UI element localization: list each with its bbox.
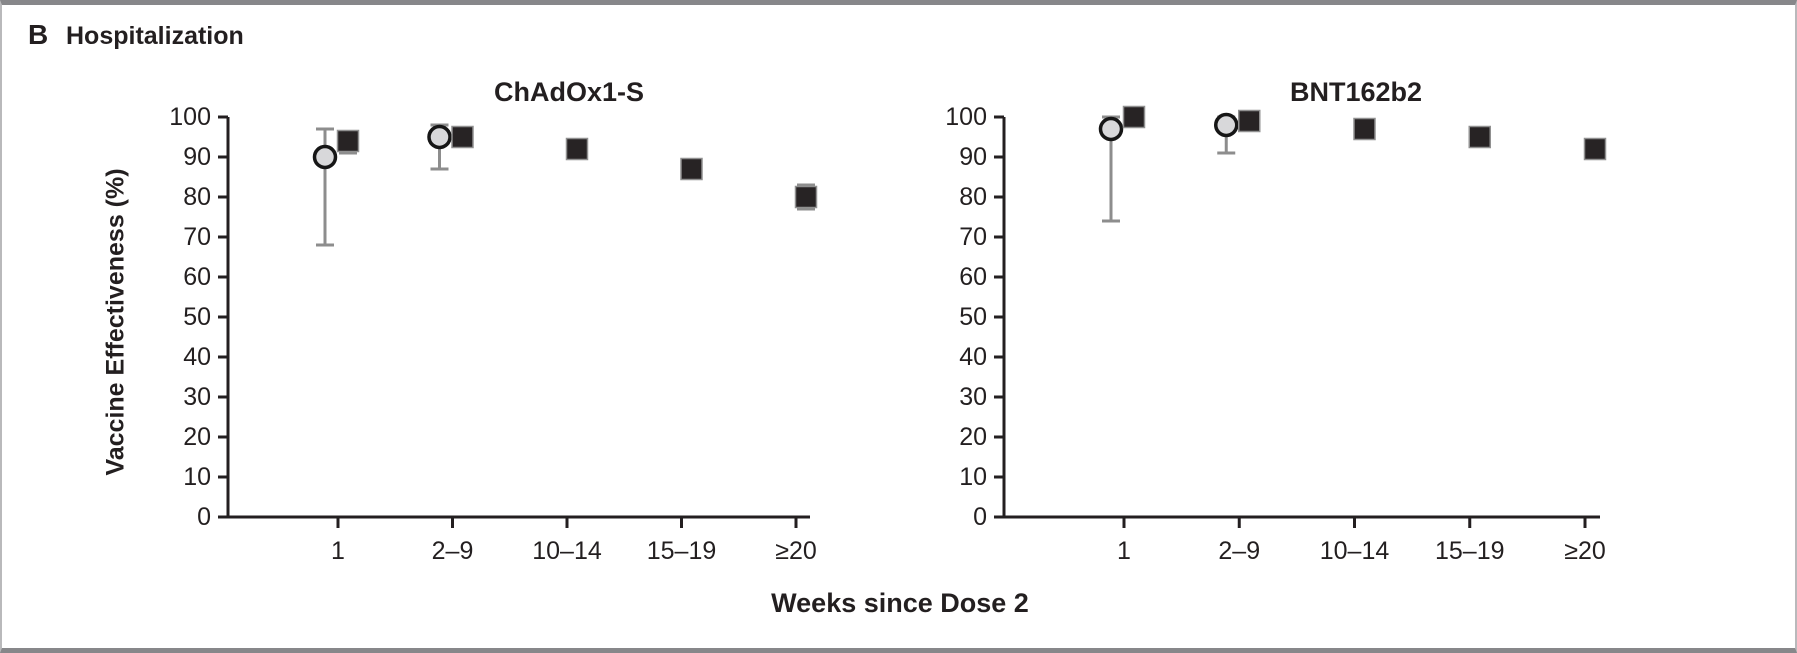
data-point-square (336, 129, 360, 153)
y-tick-label: 0 (197, 503, 211, 531)
x-tick-label: ≥20 (1564, 537, 1606, 565)
y-tick-label: 70 (959, 223, 987, 251)
data-point-square (1353, 117, 1376, 141)
x-tick-label: 2–9 (432, 537, 474, 565)
y-tick-label: 90 (183, 143, 211, 171)
x-tick-label: ≥20 (775, 537, 817, 565)
y-tick-label: 60 (183, 263, 211, 291)
y-tick-label: 30 (183, 383, 211, 411)
panel-title: Hospitalization (66, 22, 244, 50)
x-tick-label: 1 (1117, 537, 1131, 565)
y-tick-label: 20 (183, 423, 211, 451)
x-tick-label: 2–9 (1218, 537, 1260, 565)
y-tick-label: 100 (945, 103, 987, 131)
x-tick-label: 1 (331, 537, 345, 565)
panel-letter: B (28, 19, 49, 50)
x-tick-label: 15–19 (647, 537, 717, 565)
x-tick-label: 10–14 (532, 537, 602, 565)
data-point-square (451, 125, 474, 149)
y-tick-label: 50 (959, 303, 987, 331)
y-tick-label: 30 (959, 383, 987, 411)
y-tick-label: 10 (183, 463, 211, 491)
data-point-circle (312, 144, 338, 170)
data-point-square (565, 137, 589, 161)
x-tick-label: 15–19 (1435, 537, 1505, 565)
data-point-circle (1214, 112, 1239, 138)
y-tick-label: 90 (959, 143, 987, 171)
data-point-square (794, 185, 818, 209)
data-point-square (680, 157, 703, 181)
y-tick-label: 80 (183, 183, 211, 211)
y-tick-label: 50 (183, 303, 211, 331)
data-point-square (1468, 125, 1491, 149)
chart-title-chadox1s: ChAdOx1-S (493, 77, 645, 107)
y-tick-label: 0 (973, 503, 987, 531)
x-tick-label: 10–14 (1320, 537, 1390, 565)
y-tick-label: 60 (959, 263, 987, 291)
y-tick-label: 40 (183, 343, 211, 371)
data-point-circle (1098, 116, 1124, 142)
y-tick-label: 40 (959, 343, 987, 371)
data-point-square (1122, 105, 1146, 129)
y-tick-label: 20 (959, 423, 987, 451)
y-tick-label: 100 (169, 103, 211, 131)
chart-canvas: 0 10 20 30 40 50 60 70 80 90 100 1 2–9 10–14 15–19 ≥20 0… (169, 103, 1607, 565)
data-point-square (1238, 109, 1261, 133)
y-tick-label: 80 (959, 183, 987, 211)
data-point-square (1583, 137, 1607, 161)
x-axis-label: Weeks since Dose 2 (771, 588, 1029, 618)
y-tick-label: 10 (959, 463, 987, 491)
y-tick-label: 70 (183, 223, 211, 251)
data-point-circle (427, 124, 452, 150)
chart-title-bnt162b2: BNT162b2 (1289, 77, 1423, 107)
